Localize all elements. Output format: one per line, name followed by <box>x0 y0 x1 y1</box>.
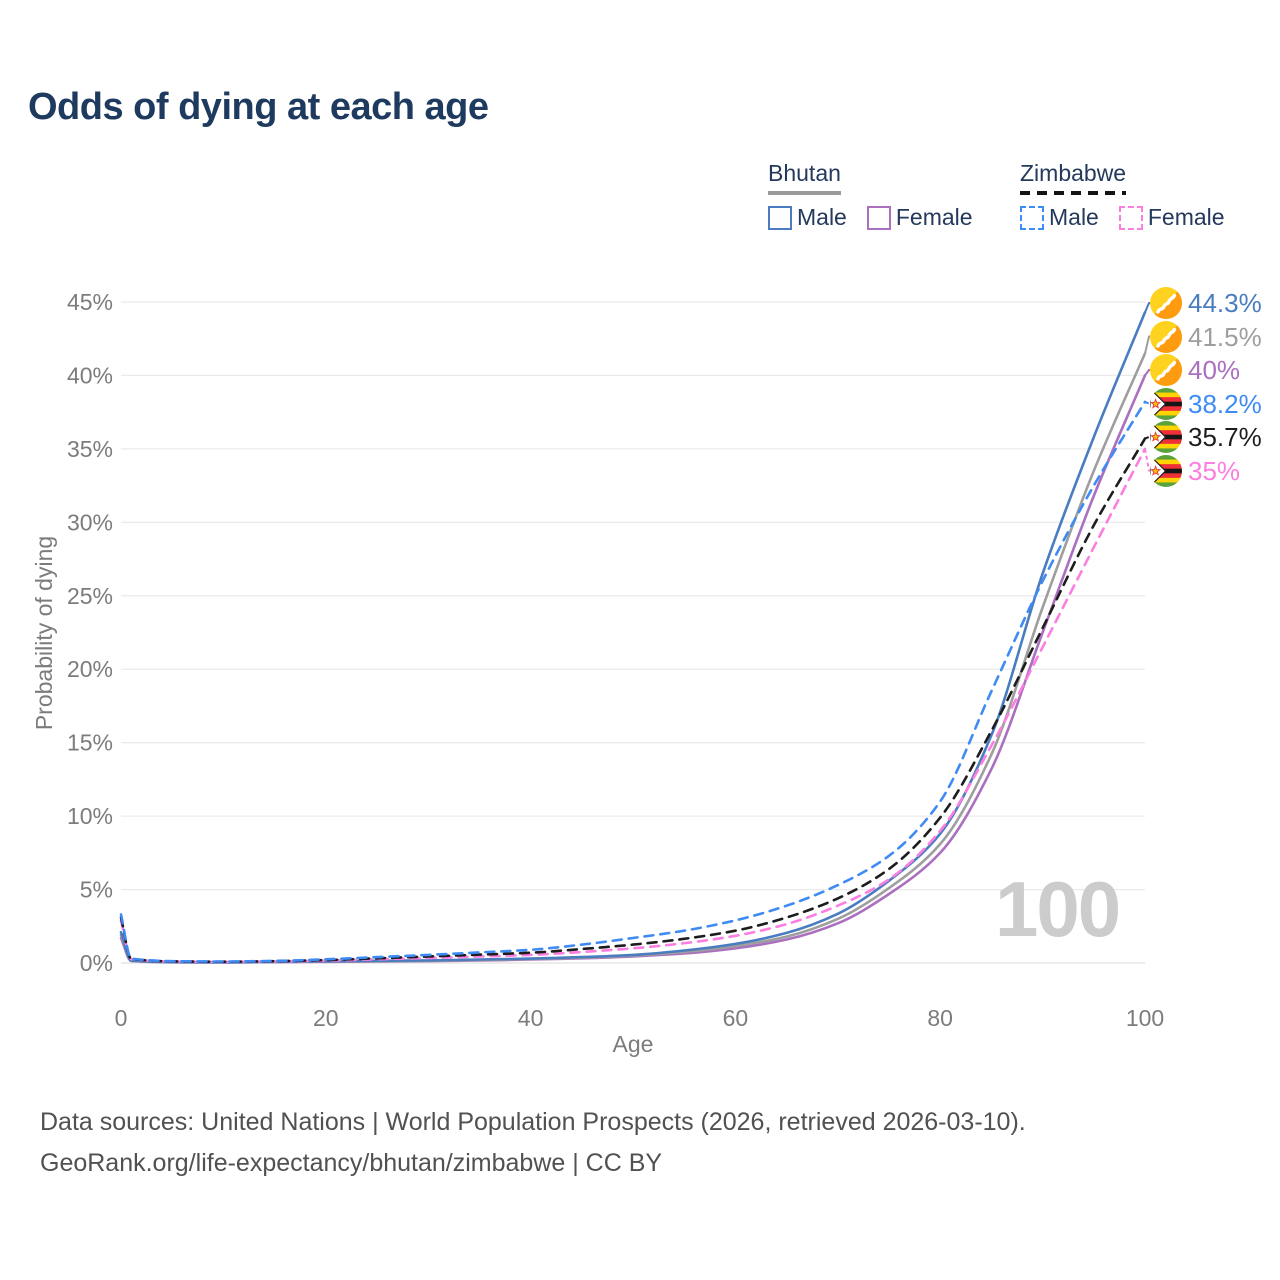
y-tick-label: 25% <box>67 583 113 609</box>
bhutan-flag-icon <box>1150 287 1182 319</box>
legend-item-bhutan-female[interactable]: Female <box>866 204 973 231</box>
x-tick-label: 100 <box>1126 1005 1164 1031</box>
legend-label-zimbabwe-male: Male <box>1049 204 1099 230</box>
y-tick-label: 45% <box>67 289 113 315</box>
zimbabwe-flag-icon <box>1150 388 1182 420</box>
legend-label-zimbabwe-female: Female <box>1147 204 1225 230</box>
x-tick-label: 20 <box>313 1005 339 1031</box>
legend-country-bhutan-label: Bhutan <box>768 160 841 186</box>
series-line-zimbabwe-male[interactable] <box>119 400 1147 963</box>
x-axis-title: Age <box>613 1031 654 1057</box>
y-tick-label: 20% <box>67 656 113 682</box>
source-note: Data sources: United Nations | World Pop… <box>40 1102 1026 1184</box>
end-label-zimbabwe-male: 38.2% <box>1150 388 1262 420</box>
legend-group-bhutan: Bhutan Male Female <box>768 160 973 231</box>
y-axis-title: Probability of dying <box>31 536 57 730</box>
x-tick-label: 40 <box>518 1005 544 1031</box>
zimbabwe-dashed-line-sample <box>1020 191 1127 195</box>
y-tick-label: 5% <box>80 877 113 903</box>
legend-swatch-zimbabwe-female <box>1118 205 1143 230</box>
x-tick-label: 60 <box>723 1005 749 1031</box>
zimbabwe-flag-icon <box>1150 421 1182 453</box>
end-label-value: 35% <box>1188 455 1241 486</box>
legend-item-zimbabwe-female[interactable]: Female <box>1118 204 1225 231</box>
x-tick-label: 80 <box>927 1005 953 1031</box>
legend-country-bhutan: Bhutan <box>768 160 841 195</box>
series-line-zimbabwe-both-sexes-[interactable] <box>119 437 1147 964</box>
y-tick-label: 15% <box>67 730 113 756</box>
end-label-bhutan-male: 44.3% <box>1150 287 1262 319</box>
end-label-zimbabwe-female: 35% <box>1150 455 1240 487</box>
legend-country-zimbabwe: Zimbabwe <box>1020 160 1127 195</box>
y-tick-label: 30% <box>67 509 113 535</box>
end-label-value: 40% <box>1188 354 1241 385</box>
legend-swatch-bhutan-male <box>768 205 792 230</box>
end-label-value: 35.7% <box>1188 421 1262 452</box>
x-tick-label: 0 <box>115 1005 128 1031</box>
legend-country-zimbabwe-label: Zimbabwe <box>1020 160 1127 186</box>
end-label-value: 38.2% <box>1188 388 1262 419</box>
end-label-bhutan-female: 40% <box>1150 354 1240 386</box>
y-tick-label: 10% <box>67 803 113 829</box>
y-tick-label: 40% <box>67 362 113 388</box>
y-tick-label: 35% <box>67 436 113 462</box>
legend-group-zimbabwe: Zimbabwe Male Female <box>1020 160 1225 231</box>
end-label-value: 44.3% <box>1188 287 1262 318</box>
legend-item-bhutan-male[interactable]: Male <box>768 204 847 231</box>
bhutan-flag-icon <box>1150 354 1182 386</box>
end-label-value: 41.5% <box>1188 321 1262 352</box>
bhutan-flag-icon <box>1150 321 1182 353</box>
legend-swatch-bhutan-female <box>866 205 891 230</box>
page-title: Odds of dying at each age <box>28 86 489 128</box>
series-line-bhutan-both-sexes-[interactable] <box>119 352 1147 964</box>
legend-item-zimbabwe-male[interactable]: Male <box>1020 204 1099 231</box>
zimbabwe-flag-icon <box>1150 455 1182 487</box>
source-note-line1: Data sources: United Nations | World Pop… <box>40 1108 1026 1136</box>
legend-row-zimbabwe: Male Female <box>1020 204 1225 231</box>
end-label-bhutan-both-sexes-: 41.5% <box>1150 321 1262 353</box>
age-watermark: 100 <box>995 865 1121 953</box>
legend-label-bhutan-female: Female <box>895 204 973 230</box>
legend-swatch-zimbabwe-male <box>1020 205 1044 230</box>
end-label-connector <box>1144 448 1154 472</box>
legend-label-bhutan-male: Male <box>797 204 847 230</box>
series-line-bhutan-male[interactable] <box>119 311 1147 964</box>
series-line-zimbabwe-female[interactable] <box>119 447 1147 964</box>
source-note-line2: GeoRank.org/life-expectancy/bhutan/zimba… <box>40 1149 663 1177</box>
end-label-zimbabwe-both-sexes-: 35.7% <box>1150 421 1262 453</box>
legend-row-bhutan: Male Female <box>768 204 973 231</box>
y-tick-label: 0% <box>80 950 113 976</box>
bhutan-solid-line-sample <box>768 191 841 195</box>
